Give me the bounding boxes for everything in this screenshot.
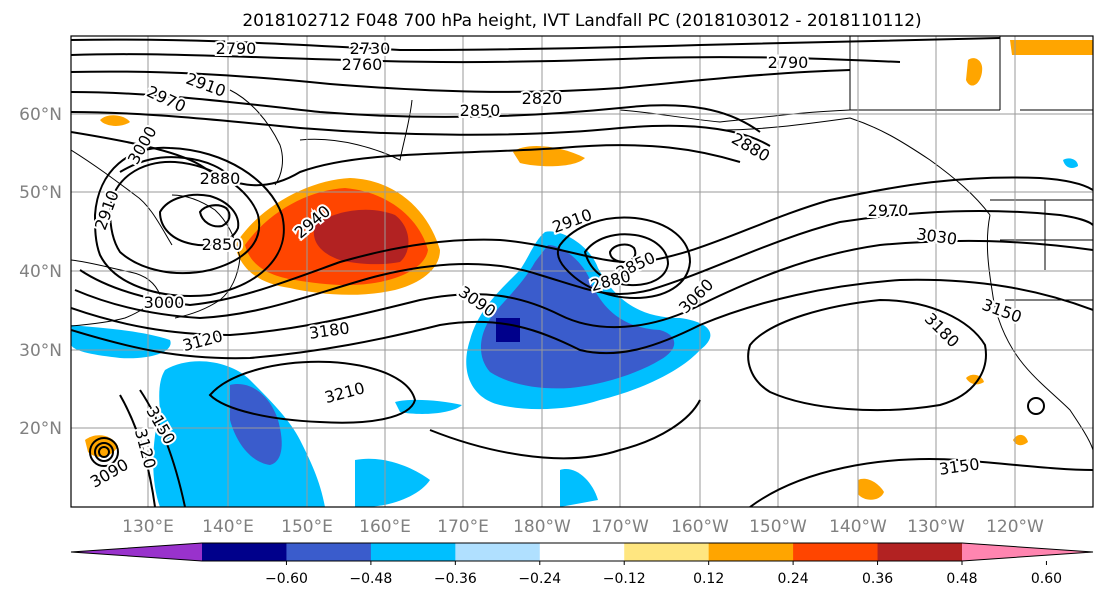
contour-label: 2850	[202, 235, 243, 254]
longitude-labels: 130°E 140°E 150°E 160°E 170°E 180°W 170°…	[122, 517, 1044, 537]
colorbar-tick-label: −0.36	[434, 571, 477, 587]
lat-label: 20°N	[19, 419, 62, 439]
lat-label: 50°N	[19, 183, 62, 203]
colorbar-segment	[202, 543, 287, 561]
contour-label: 2970	[868, 201, 909, 220]
colorbar-tick-label: 0.48	[946, 571, 977, 587]
colorbar-extend-right	[962, 543, 1093, 561]
colorbar-tick-label: −0.24	[518, 571, 561, 587]
lon-label: 130°E	[122, 517, 174, 537]
lon-label: 130°W	[907, 517, 965, 537]
colorbar-tick-label: 0.24	[778, 571, 809, 587]
contour-labels: 2790 2730 2760 2790 2910 2820 2850 2970 …	[85, 37, 1026, 494]
map-title: 2018102712 F048 700 hPa height, IVT Land…	[242, 11, 921, 31]
contour-label: 2760	[342, 55, 383, 74]
coastlines	[71, 36, 1093, 451]
colorbar-segment	[286, 543, 372, 561]
contour-label: 2850	[460, 101, 501, 120]
lon-label: 140°E	[202, 517, 254, 537]
lon-label: 120°W	[986, 517, 1044, 537]
colorbar-tick-label: 0.12	[693, 571, 724, 587]
colorbar-tick-label: 0.60	[1031, 571, 1062, 587]
colorbar-tick-label: 0.36	[862, 571, 893, 587]
contour-label: 2820	[522, 89, 563, 108]
lon-label: 150°W	[749, 517, 807, 537]
lon-label: 160°W	[671, 517, 729, 537]
colorbar: −0.60 −0.48 −0.36 −0.24 −0.12 0.12 0.24 0.36 0.4…	[70, 542, 1094, 587]
lon-label: 170°E	[437, 517, 489, 537]
contour-label: 2730	[350, 39, 391, 58]
map-area: 2790 2730 2760 2790 2910 2820 2850 2970 …	[71, 36, 1093, 507]
colorbar-tick-label: −0.60	[265, 571, 308, 587]
lat-label: 40°N	[19, 262, 62, 282]
contour-label: 2790	[768, 53, 809, 72]
colorbar-segment	[877, 543, 963, 561]
colorbar-segment	[370, 543, 456, 561]
lat-label: 60°N	[19, 105, 62, 125]
contour-label: 3000	[144, 293, 185, 312]
map-frame	[70, 35, 1094, 508]
lon-label: 150°E	[281, 517, 333, 537]
colorbar-tick-label: −0.48	[349, 571, 392, 587]
lat-label: 30°N	[19, 341, 62, 361]
contour-label: 2880	[200, 169, 241, 188]
colorbar-tick-label: −0.12	[603, 571, 646, 587]
colorbar-segment	[624, 543, 710, 561]
colorbar-extend-left	[71, 543, 202, 561]
colorbar-outline	[70, 542, 1094, 562]
lon-label: 180°W	[513, 517, 571, 537]
contour-label: 2790	[216, 39, 257, 58]
colorbar-segment	[455, 543, 541, 561]
ivt-positive-shading	[85, 40, 1093, 500]
colorbar-segment	[793, 543, 879, 561]
latitude-labels: 60°N 50°N 40°N 30°N 20°N	[19, 105, 62, 439]
lon-label: 140°W	[829, 517, 887, 537]
lon-label: 170°W	[591, 517, 649, 537]
colorbar-segment	[539, 543, 625, 561]
height-contours	[71, 37, 1093, 507]
lon-label: 160°E	[359, 517, 411, 537]
colorbar-segment	[708, 543, 794, 561]
ivt-negative-shading	[71, 158, 1078, 507]
